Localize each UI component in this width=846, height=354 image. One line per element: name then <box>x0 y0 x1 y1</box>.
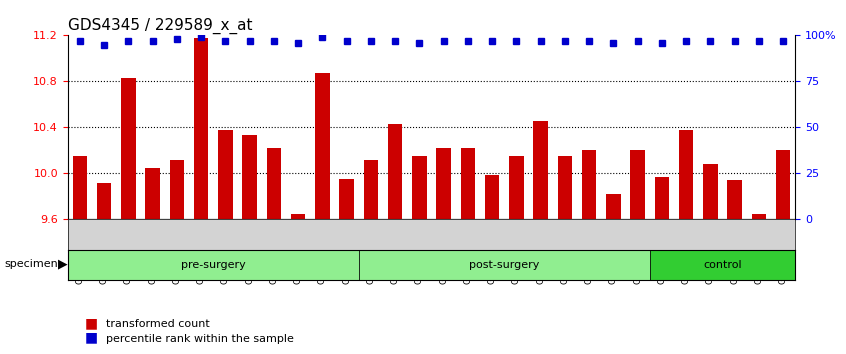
Bar <box>194 38 208 219</box>
Text: ■: ■ <box>85 331 98 344</box>
Bar <box>485 175 499 219</box>
Bar <box>437 148 451 219</box>
FancyBboxPatch shape <box>650 250 795 280</box>
Bar <box>460 148 475 219</box>
FancyBboxPatch shape <box>359 250 650 280</box>
Bar <box>364 160 378 219</box>
Bar <box>387 124 403 219</box>
Bar <box>728 181 742 219</box>
Text: GDS4345 / 229589_x_at: GDS4345 / 229589_x_at <box>68 18 252 34</box>
Bar <box>266 148 281 219</box>
Bar <box>315 73 330 219</box>
Bar <box>655 177 669 219</box>
Bar <box>412 156 426 219</box>
Bar <box>73 156 87 219</box>
Text: ▶: ▶ <box>58 257 67 270</box>
Text: post-surgery: post-surgery <box>469 259 540 270</box>
Bar <box>291 214 305 219</box>
Text: pre-surgery: pre-surgery <box>181 259 245 270</box>
Bar <box>96 183 112 219</box>
Bar <box>533 120 548 219</box>
Bar <box>751 214 766 219</box>
Text: control: control <box>703 259 742 270</box>
Text: specimen: specimen <box>4 259 58 269</box>
Bar <box>146 168 160 219</box>
Text: ■: ■ <box>85 316 98 330</box>
Bar <box>558 156 572 219</box>
Bar <box>218 130 233 219</box>
Bar <box>630 150 645 219</box>
Text: transformed count: transformed count <box>106 319 210 330</box>
Bar <box>606 194 621 219</box>
Bar <box>339 179 354 219</box>
Bar <box>169 160 184 219</box>
Bar <box>703 164 717 219</box>
Bar <box>582 150 596 219</box>
Bar <box>121 78 135 219</box>
Bar <box>678 130 694 219</box>
Bar <box>509 156 524 219</box>
Bar <box>776 150 790 219</box>
Bar <box>242 136 257 219</box>
FancyBboxPatch shape <box>68 250 359 280</box>
Text: percentile rank within the sample: percentile rank within the sample <box>106 333 294 344</box>
